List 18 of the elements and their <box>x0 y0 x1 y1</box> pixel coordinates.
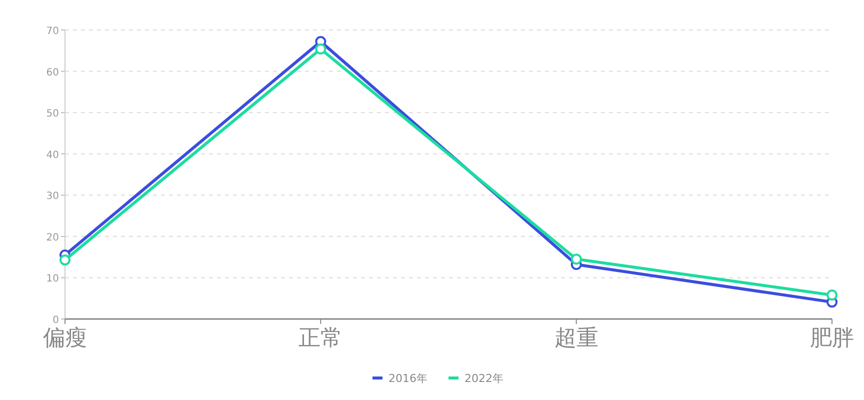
y-tick-label: 30 <box>46 191 59 202</box>
y-tick-label: 10 <box>46 274 59 285</box>
y-tick-label: 60 <box>46 67 59 78</box>
x-tick-label: 超重 <box>554 326 598 351</box>
y-tick-label: 20 <box>46 232 59 244</box>
y-tick-label: 0 <box>52 315 59 326</box>
point <box>570 254 582 265</box>
x-tick-label: 肥胖 <box>810 326 854 351</box>
point <box>315 43 326 54</box>
point <box>826 290 838 301</box>
point <box>60 254 70 266</box>
y-tick-label: 70 <box>46 26 59 37</box>
y-tick-label: 40 <box>46 150 59 161</box>
legend-label: 2022年 <box>464 372 504 385</box>
x-tick-label: 偏瘦 <box>43 326 87 351</box>
legend-label: 2016年 <box>388 372 428 385</box>
x-tick-label: 正常 <box>298 326 343 351</box>
y-tick-label: 50 <box>46 108 59 120</box>
